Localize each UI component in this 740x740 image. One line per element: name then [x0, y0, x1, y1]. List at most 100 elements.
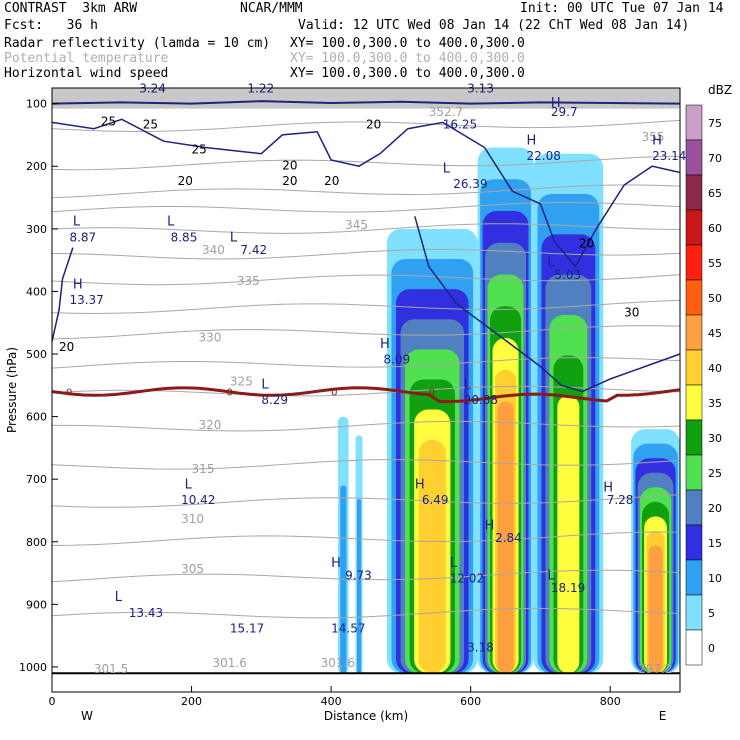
reflectivity-layer: [557, 395, 580, 674]
theta-contour: [51, 184, 681, 199]
field-theta-xy: XY= 100.0,300.0 to 400.0,300.0: [290, 51, 525, 66]
theta-contour: [51, 459, 681, 470]
theta-label: 335: [237, 274, 260, 288]
theta-label: 310: [181, 512, 204, 526]
wind-contour-label: 20: [282, 174, 297, 188]
theta-contour: [51, 119, 681, 133]
wind-speed-value: 8.87: [69, 230, 96, 244]
colorbar-swatch: [685, 384, 703, 421]
wind-speed-value: 7.42: [240, 243, 267, 257]
y-tick-label: 1000: [19, 661, 47, 674]
wind-speed-value: 10.42: [181, 493, 215, 507]
high-low-marker: L: [261, 377, 269, 392]
wind-speed-value: 20.88: [464, 393, 498, 407]
wind-speed-value: 22.08: [526, 149, 560, 163]
wind-contour-label: 20: [579, 237, 594, 251]
theta-contour: [51, 569, 681, 583]
reflectivity-layer: [648, 545, 663, 674]
wind-contour: [51, 247, 74, 342]
reflectivity-layer: [356, 499, 362, 674]
colorbar-level: 50: [708, 292, 722, 305]
wind-contour-label: 20: [366, 118, 381, 132]
theta-contour: [52, 420, 681, 432]
wind-speed-value: 8.29: [261, 393, 288, 407]
wind-speed-value: 14.57: [331, 622, 365, 636]
colorbar-level: 40: [708, 362, 722, 375]
theta-label: 320: [199, 418, 222, 432]
high-low-marker: H: [73, 277, 83, 292]
theta-contour: [51, 202, 681, 213]
wind-speed-value: 12.02: [450, 571, 484, 585]
theta-label: 355: [642, 130, 665, 144]
theta-contour: [51, 494, 681, 508]
valid-time: Valid: 12 UTC Wed 08 Jan 14 (22 ChT Wed …: [298, 18, 690, 33]
wind-contour-label: 25: [143, 118, 158, 132]
field-wind-label: Horizontal wind speed: [4, 66, 169, 81]
colorbar-swatch: [685, 524, 703, 561]
wind-speed-value: 13.37: [69, 293, 103, 307]
colorbar-swatch: [685, 104, 703, 141]
wind-contour-label: 25: [192, 143, 207, 157]
y-tick-label: 600: [26, 411, 47, 424]
east-label: E: [659, 709, 667, 723]
high-low-marker: H: [603, 481, 613, 496]
colorbar-level: 30: [708, 432, 722, 445]
reflectivity-layer: [418, 439, 446, 674]
colorbar-swatch: [685, 419, 703, 456]
theta-label: 301.6: [212, 656, 246, 670]
wind-contour-label: 20: [59, 340, 74, 354]
theta-label: 325: [230, 374, 253, 388]
wind-contour: [414, 216, 681, 393]
init-time: Init: 00 UTC Tue 07 Jan 14: [520, 1, 724, 16]
high-low-marker: L: [230, 230, 238, 245]
x-tick-label: 200: [181, 695, 202, 708]
y-tick-label: 300: [26, 223, 47, 236]
theta-label: 315: [192, 462, 215, 476]
high-low-marker: L: [73, 215, 81, 230]
high-low-marker: H: [652, 133, 662, 148]
model-title: CONTRAST 3km ARW: [4, 1, 138, 16]
high-low-marker: L: [547, 568, 555, 583]
wind-speed-value: 6.49: [422, 493, 449, 507]
wind-contour-label: 25: [101, 115, 116, 129]
y-tick-label: 700: [26, 473, 47, 486]
high-low-marker: L: [185, 478, 193, 493]
theta-label: 345: [345, 218, 368, 232]
x-tick-label: 600: [460, 695, 481, 708]
colorbar-swatch: [685, 349, 703, 386]
colorbar-level: 0: [708, 642, 715, 655]
colorbar-swatch: [685, 559, 703, 596]
colorbar-level: 35: [708, 397, 722, 410]
wind-speed-value: 26.39: [453, 177, 487, 191]
wind-speed-value: 9.73: [345, 568, 372, 582]
wind-contour-label: 20: [282, 158, 297, 172]
colorbar-swatch: [685, 209, 703, 246]
colorbar-swatch: [685, 139, 703, 176]
theta-contour: [51, 357, 681, 369]
theta-contour: [51, 325, 681, 340]
wind-contour: [51, 118, 681, 268]
colorbar-swatch: [685, 629, 703, 666]
colorbar-swatch: [685, 489, 703, 526]
wind-contour-label: 20: [324, 174, 339, 188]
high-low-marker: H: [526, 133, 536, 148]
institution-label: NCAR/MMM: [240, 1, 303, 16]
x-tick-label: 400: [321, 695, 342, 708]
theta-contour: [51, 249, 681, 260]
plot-frame: [51, 87, 681, 693]
x-axis-title: Distance (km): [324, 709, 408, 723]
colorbar-level: 5: [708, 607, 715, 620]
theta-label: 340: [202, 243, 225, 257]
colorbar-swatch: [685, 454, 703, 491]
y-tick-label: 400: [26, 285, 47, 298]
reflectivity-layer: [497, 401, 514, 674]
colorbar-level: 45: [708, 327, 722, 340]
theta-label: 330: [199, 330, 222, 344]
high-low-marker: L: [115, 590, 123, 605]
freezing-level-label: 0: [429, 388, 435, 399]
wind-speed-value: 18.19: [551, 581, 585, 595]
wind-speed-value: 15.17: [230, 622, 264, 636]
wind-speed-value: 7.28: [607, 493, 634, 507]
theta-contour: [51, 607, 681, 619]
high-low-marker: L: [450, 556, 458, 571]
